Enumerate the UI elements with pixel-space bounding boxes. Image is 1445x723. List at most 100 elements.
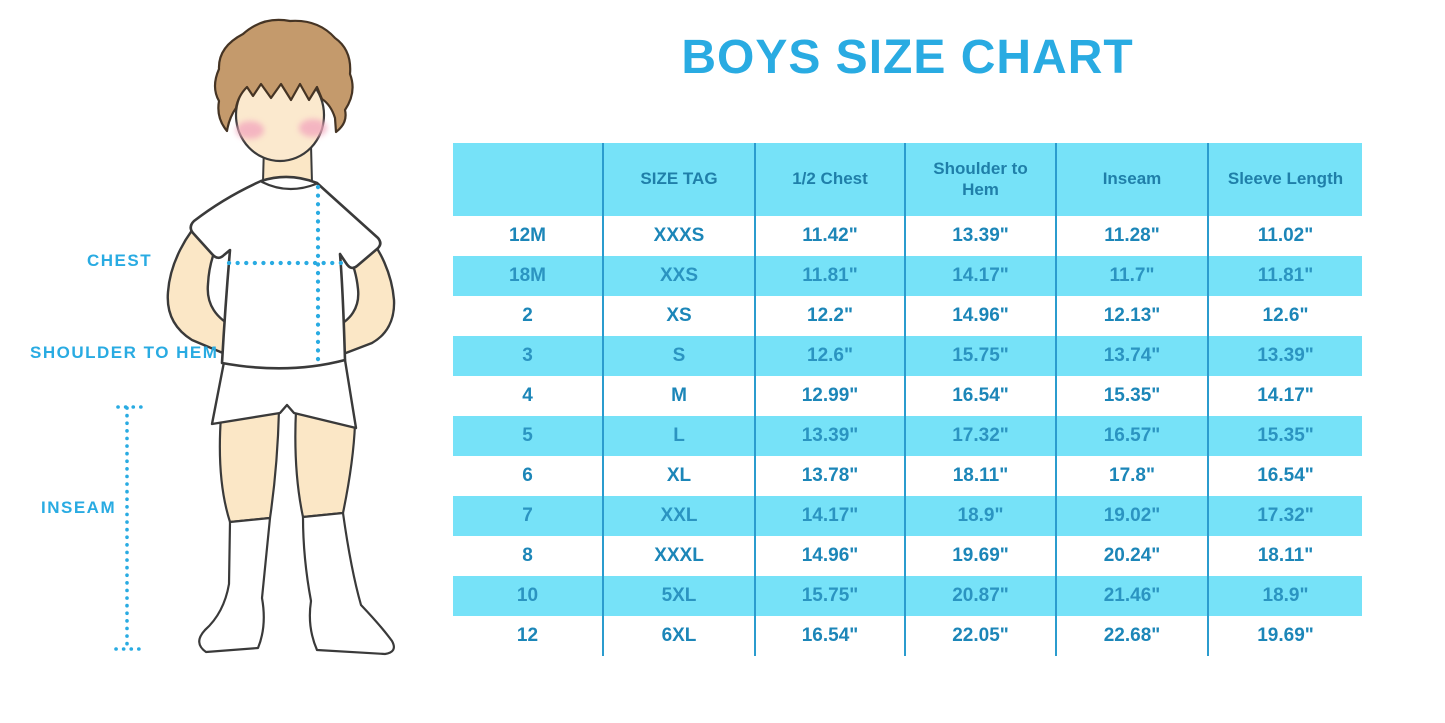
table-row: 5 L 13.39" 17.32" 16.57" 15.35" <box>453 416 1362 456</box>
shirt <box>189 175 382 370</box>
table-cell: M <box>602 376 755 416</box>
table-cell: 18.9" <box>904 496 1056 536</box>
table-cell: 11.81" <box>754 256 905 296</box>
table-cell: 13.74" <box>1055 336 1208 376</box>
table-cell: S <box>602 336 755 376</box>
table-row: 18M XXS 11.81" 14.17" 11.7" 11.81" <box>453 256 1362 296</box>
table-cell: 20.87" <box>904 576 1056 616</box>
table-cell: 15.35" <box>1055 376 1208 416</box>
table-cell: 12.99" <box>754 376 905 416</box>
table-row: 12M XXXS 11.42" 13.39" 11.28" 11.02" <box>453 216 1362 256</box>
table-cell: 17.8" <box>1055 456 1208 496</box>
table-cell: L <box>602 416 755 456</box>
table-cell: 15.75" <box>754 576 905 616</box>
table-cell: 22.68" <box>1055 616 1208 656</box>
table-cell: 14.96" <box>904 296 1056 336</box>
table-cell: 19.02" <box>1055 496 1208 536</box>
boy-illustration: CHEST SHOULDER TO HEM INSEAM <box>0 0 445 723</box>
table-cell: 17.32" <box>1207 496 1362 536</box>
shoulder-to-hem-label: SHOULDER TO HEM <box>30 343 219 362</box>
table-cell: 14.17" <box>1207 376 1362 416</box>
table-cell: XXL <box>602 496 755 536</box>
table-cell: 17.32" <box>904 416 1056 456</box>
table-cell: 14.17" <box>904 256 1056 296</box>
table-cell: 12M <box>453 216 603 256</box>
table-row: 2 XS 12.2" 14.96" 12.13" 12.6" <box>453 296 1362 336</box>
header-size <box>453 143 603 216</box>
table-cell: 11.7" <box>1055 256 1208 296</box>
table-cell: 12.13" <box>1055 296 1208 336</box>
table-cell: 2 <box>453 296 603 336</box>
table-row: 12 6XL 16.54" 22.05" 22.68" 19.69" <box>453 616 1362 656</box>
header-half-chest: 1/2 Chest <box>754 143 905 216</box>
table-cell: 14.96" <box>754 536 905 576</box>
chest-label: CHEST <box>87 251 153 270</box>
table-cell: 15.75" <box>904 336 1056 376</box>
table-cell: 10 <box>453 576 603 616</box>
table-row: 8 XXXL 14.96" 19.69" 20.24" 18.11" <box>453 536 1362 576</box>
table-row: 10 5XL 15.75" 20.87" 21.46" 18.9" <box>453 576 1362 616</box>
table-header-row: SIZE TAG 1/2 Chest Shoulder to Hem Insea… <box>453 143 1362 216</box>
cheeks <box>236 119 327 139</box>
header-sleeve-length: Sleeve Length <box>1207 143 1362 216</box>
table-cell: 16.54" <box>904 376 1056 416</box>
header-inseam: Inseam <box>1055 143 1208 216</box>
table-cell: 12.2" <box>754 296 905 336</box>
table-cell: 19.69" <box>904 536 1056 576</box>
table-cell: 18.11" <box>1207 536 1362 576</box>
table-cell: XL <box>602 456 755 496</box>
table-cell: XXXL <box>602 536 755 576</box>
table-cell: 12 <box>453 616 603 656</box>
table-cell: 13.78" <box>754 456 905 496</box>
size-table: SIZE TAG 1/2 Chest Shoulder to Hem Insea… <box>453 143 1362 656</box>
table-cell: 7 <box>453 496 603 536</box>
table-cell: 3 <box>453 336 603 376</box>
collar-line <box>260 180 318 191</box>
size-table-body: 12M XXXS 11.42" 13.39" 11.28" 11.02" 18M XXS 11.… <box>453 216 1362 656</box>
table-cell: 16.54" <box>754 616 905 656</box>
table-cell: 13.39" <box>1207 336 1362 376</box>
boy-figure-drawing <box>114 18 396 656</box>
page-title: BOYS SIZE CHART <box>681 31 1134 84</box>
table-row: 3 S 12.6" 15.75" 13.74" 13.39" <box>453 336 1362 376</box>
table-cell: 15.35" <box>1207 416 1362 456</box>
header-shoulder-to-hem: Shoulder to Hem <box>904 143 1056 216</box>
shorts <box>210 358 358 430</box>
table-cell: 11.02" <box>1207 216 1362 256</box>
table-cell: 4 <box>453 376 603 416</box>
legs <box>218 408 357 524</box>
table-cell: 18.9" <box>1207 576 1362 616</box>
table-cell: 6XL <box>602 616 755 656</box>
table-row: 4 M 12.99" 16.54" 15.35" 14.17" <box>453 376 1362 416</box>
table-cell: 12.6" <box>1207 296 1362 336</box>
table-cell: 18.11" <box>904 456 1056 496</box>
table-cell: 13.39" <box>904 216 1056 256</box>
table-cell: 16.57" <box>1055 416 1208 456</box>
table-cell: XXS <box>602 256 755 296</box>
header-size-tag: SIZE TAG <box>602 143 755 216</box>
table-cell: 6 <box>453 456 603 496</box>
table-row: 7 XXL 14.17" 18.9" 19.02" 17.32" <box>453 496 1362 536</box>
table-cell: 8 <box>453 536 603 576</box>
table-cell: 14.17" <box>754 496 905 536</box>
table-cell: 20.24" <box>1055 536 1208 576</box>
table-cell: 11.42" <box>754 216 905 256</box>
hair <box>213 18 354 134</box>
table-cell: 12.6" <box>754 336 905 376</box>
table-cell: 13.39" <box>754 416 905 456</box>
table-cell: 22.05" <box>904 616 1056 656</box>
socks <box>198 511 395 656</box>
table-cell: 16.54" <box>1207 456 1362 496</box>
table-cell: 11.81" <box>1207 256 1362 296</box>
table-row: 6 XL 13.78" 18.11" 17.8" 16.54" <box>453 456 1362 496</box>
table-cell: 21.46" <box>1055 576 1208 616</box>
arms <box>166 212 396 358</box>
table-cell: 5 <box>453 416 603 456</box>
table-cell: XS <box>602 296 755 336</box>
table-cell: 18M <box>453 256 603 296</box>
table-cell: 5XL <box>602 576 755 616</box>
table-cell: 11.28" <box>1055 216 1208 256</box>
table-cell: XXXS <box>602 216 755 256</box>
table-cell: 19.69" <box>1207 616 1362 656</box>
